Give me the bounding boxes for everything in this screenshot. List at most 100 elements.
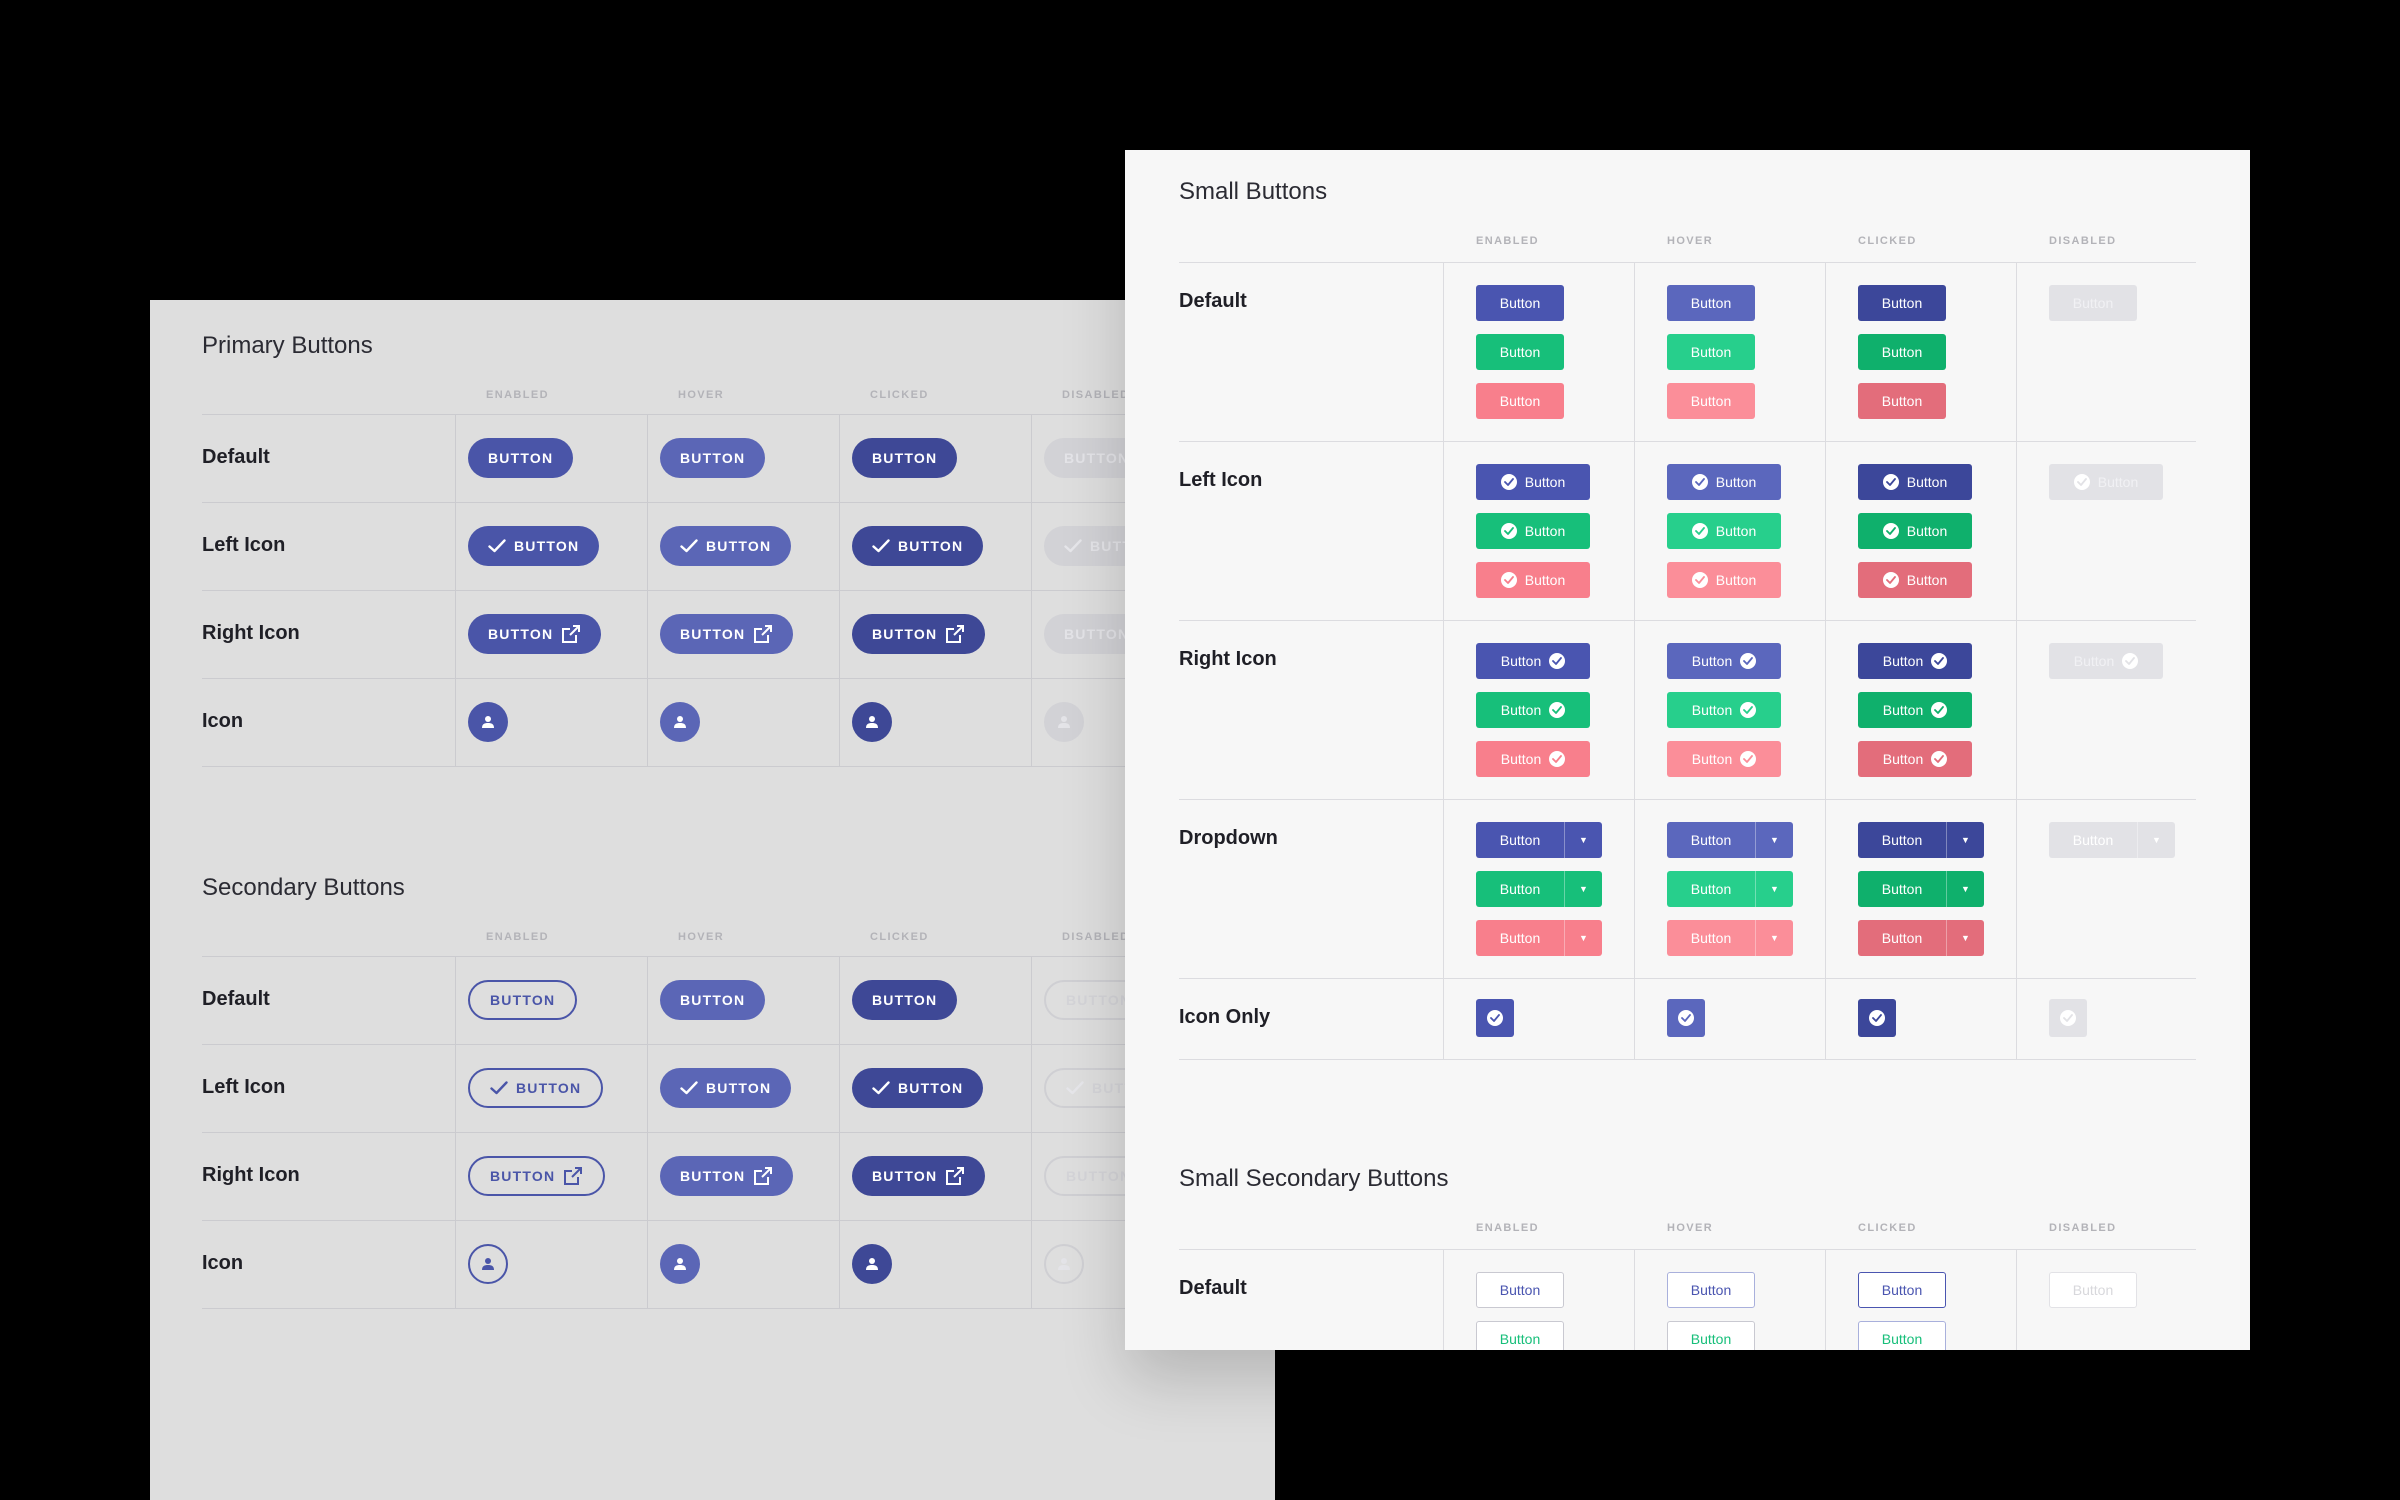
small-icon-only-button-primary-clicked[interactable]: [1858, 999, 1896, 1037]
small-secondary-button-hover[interactable]: Button: [1667, 1272, 1755, 1308]
left-icon-button-clicked[interactable]: BUTTON: [852, 1068, 984, 1108]
small-left-icon-button-danger-clicked[interactable]: Button: [1858, 562, 1972, 598]
small-right-icon-button-disabled[interactable]: Button: [2049, 643, 2163, 679]
default-button-hover[interactable]: BUTTON: [660, 438, 766, 478]
small-default-button-primary-hover[interactable]: Button: [1667, 285, 1755, 321]
caret-down-icon[interactable]: ▼: [2137, 822, 2175, 858]
button-label: Button: [1499, 832, 1541, 848]
small-left-icon-button-danger-hover[interactable]: Button: [1667, 562, 1781, 598]
caret-down-icon[interactable]: ▼: [1755, 920, 1793, 956]
right-icon-button-clicked[interactable]: BUTTON: [852, 614, 986, 654]
small-secondary-button-hover[interactable]: Button: [1667, 1321, 1755, 1350]
small-left-icon-button-disabled[interactable]: Button: [2049, 464, 2163, 500]
caret-down-icon[interactable]: ▼: [1564, 871, 1602, 907]
caret-down-icon[interactable]: ▼: [1946, 920, 1984, 956]
small-right-icon-button-primary-hover[interactable]: Button: [1667, 643, 1781, 679]
small-dropdown-button-primary-hover[interactable]: Button ▼: [1667, 822, 1793, 858]
small-right-icon-button-primary-enabled[interactable]: Button: [1476, 643, 1590, 679]
right-icon-button-clicked[interactable]: BUTTON: [852, 1156, 986, 1196]
small-default-button-success-clicked[interactable]: Button: [1858, 334, 1946, 370]
small-secondary-button-enabled[interactable]: Button: [1476, 1321, 1564, 1350]
small-dropdown-button-disabled[interactable]: Button ▼: [2049, 822, 2175, 858]
default-button-clicked[interactable]: BUTTON: [852, 438, 958, 478]
left-icon-button-hover[interactable]: BUTTON: [660, 1068, 792, 1108]
small-dropdown-button-primary-clicked[interactable]: Button ▼: [1858, 822, 1984, 858]
divider: [202, 590, 1275, 591]
caret-down-icon[interactable]: ▼: [1564, 822, 1602, 858]
dropdown-main[interactable]: Button: [1476, 920, 1564, 956]
small-default-button-disabled[interactable]: Button: [2049, 285, 2137, 321]
icon-button-disabled[interactable]: [1044, 702, 1084, 742]
small-default-button-primary-enabled[interactable]: Button: [1476, 285, 1564, 321]
default-button-hover[interactable]: BUTTON: [660, 980, 766, 1020]
small-right-icon-button-success-hover[interactable]: Button: [1667, 692, 1781, 728]
default-button-clicked[interactable]: BUTTON: [852, 980, 958, 1020]
caret-down-icon[interactable]: ▼: [1755, 871, 1793, 907]
small-dropdown-button-success-clicked[interactable]: Button ▼: [1858, 871, 1984, 907]
small-right-icon-button-danger-hover[interactable]: Button: [1667, 741, 1781, 777]
small-dropdown-button-success-hover[interactable]: Button ▼: [1667, 871, 1793, 907]
dropdown-main[interactable]: Button: [1858, 871, 1946, 907]
small-right-icon-button-success-clicked[interactable]: Button: [1858, 692, 1972, 728]
left-icon-button-enabled[interactable]: BUTTON: [468, 526, 600, 566]
small-default-button-danger-clicked[interactable]: Button: [1858, 383, 1946, 419]
small-right-icon-button-danger-clicked[interactable]: Button: [1858, 741, 1972, 777]
right-icon-button-enabled[interactable]: BUTTON: [468, 614, 602, 654]
icon-button-enabled[interactable]: [468, 702, 508, 742]
small-default-button-danger-hover[interactable]: Button: [1667, 383, 1755, 419]
dropdown-main[interactable]: Button: [1476, 822, 1564, 858]
small-default-button-danger-enabled[interactable]: Button: [1476, 383, 1564, 419]
dropdown-main[interactable]: Button: [1667, 920, 1755, 956]
default-button-enabled[interactable]: BUTTON: [468, 438, 574, 478]
small-default-button-success-enabled[interactable]: Button: [1476, 334, 1564, 370]
caret-down-icon[interactable]: ▼: [1564, 920, 1602, 956]
small-dropdown-button-danger-enabled[interactable]: Button ▼: [1476, 920, 1602, 956]
left-icon-button-hover[interactable]: BUTTON: [660, 526, 792, 566]
caret-down-icon[interactable]: ▼: [1946, 871, 1984, 907]
caret-down-icon[interactable]: ▼: [1755, 822, 1793, 858]
small-default-button-success-hover[interactable]: Button: [1667, 334, 1755, 370]
left-icon-button-clicked[interactable]: BUTTON: [852, 526, 984, 566]
right-icon-button-hover[interactable]: BUTTON: [660, 1156, 794, 1196]
small-left-icon-button-primary-hover[interactable]: Button: [1667, 464, 1781, 500]
small-icon-only-button-primary-enabled[interactable]: [1476, 999, 1514, 1037]
icon-button-hover[interactable]: [660, 1244, 700, 1284]
icon-button-enabled[interactable]: [468, 1244, 508, 1284]
button-label: BUTTON: [680, 1168, 746, 1184]
small-left-icon-button-primary-clicked[interactable]: Button: [1858, 464, 1972, 500]
dropdown-main[interactable]: Button: [1476, 871, 1564, 907]
small-icon-only-button-primary-hover[interactable]: [1667, 999, 1705, 1037]
left-icon-button-enabled[interactable]: BUTTON: [468, 1068, 604, 1108]
right-icon-button-hover[interactable]: BUTTON: [660, 614, 794, 654]
small-right-icon-button-danger-enabled[interactable]: Button: [1476, 741, 1590, 777]
icon-button-hover[interactable]: [660, 702, 700, 742]
small-dropdown-button-danger-clicked[interactable]: Button ▼: [1858, 920, 1984, 956]
dropdown-main[interactable]: Button: [1858, 822, 1946, 858]
small-left-icon-button-success-enabled[interactable]: Button: [1476, 513, 1590, 549]
small-secondary-button-disabled[interactable]: Button: [2049, 1272, 2137, 1308]
small-left-icon-button-primary-enabled[interactable]: Button: [1476, 464, 1590, 500]
icon-button-clicked[interactable]: [852, 702, 892, 742]
dropdown-main[interactable]: Button: [1667, 822, 1755, 858]
right-icon-button-enabled[interactable]: BUTTON: [468, 1156, 606, 1196]
small-secondary-button-clicked[interactable]: Button: [1858, 1272, 1946, 1308]
default-button-enabled[interactable]: BUTTON: [468, 980, 578, 1020]
small-icon-only-button-disabled[interactable]: [2049, 999, 2087, 1037]
dropdown-main[interactable]: Button: [2049, 822, 2137, 858]
icon-button-clicked[interactable]: [852, 1244, 892, 1284]
dropdown-main[interactable]: Button: [1858, 920, 1946, 956]
small-left-icon-button-success-clicked[interactable]: Button: [1858, 513, 1972, 549]
small-right-icon-button-success-enabled[interactable]: Button: [1476, 692, 1590, 728]
small-left-icon-button-success-hover[interactable]: Button: [1667, 513, 1781, 549]
small-dropdown-button-danger-hover[interactable]: Button ▼: [1667, 920, 1793, 956]
small-right-icon-button-primary-clicked[interactable]: Button: [1858, 643, 1972, 679]
small-dropdown-button-success-enabled[interactable]: Button ▼: [1476, 871, 1602, 907]
small-secondary-button-enabled[interactable]: Button: [1476, 1272, 1564, 1308]
small-left-icon-button-danger-enabled[interactable]: Button: [1476, 562, 1590, 598]
icon-button-disabled[interactable]: [1044, 1244, 1084, 1284]
caret-down-icon[interactable]: ▼: [1946, 822, 1984, 858]
small-dropdown-button-primary-enabled[interactable]: Button ▼: [1476, 822, 1602, 858]
small-default-button-primary-clicked[interactable]: Button: [1858, 285, 1946, 321]
dropdown-main[interactable]: Button: [1667, 871, 1755, 907]
small-secondary-button-clicked[interactable]: Button: [1858, 1321, 1946, 1350]
